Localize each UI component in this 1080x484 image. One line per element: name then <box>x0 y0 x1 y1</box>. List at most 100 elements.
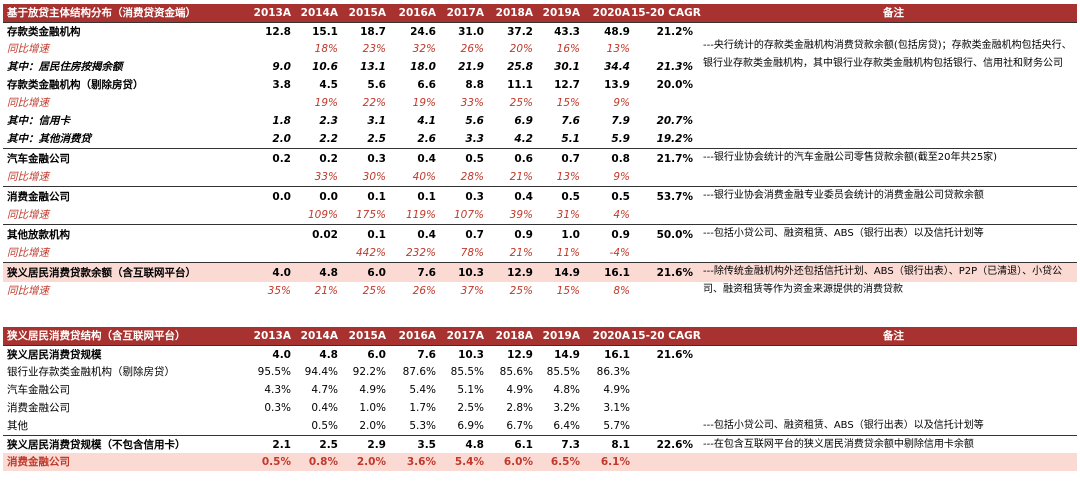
value-cell: 0.7 <box>465 229 484 241</box>
value-cell: 32% <box>412 43 436 55</box>
value-cell: 48.9 <box>604 26 630 38</box>
value-cell: 0.5 <box>465 153 484 165</box>
value-cell: 85.5% <box>450 366 484 378</box>
year-header: 2015A <box>348 7 386 19</box>
value-cell: 1.7% <box>409 402 436 414</box>
cagr-cell: 20.7% <box>656 115 693 127</box>
value-cell: 12.9 <box>507 267 533 279</box>
value-cell: 3.3 <box>465 133 484 145</box>
year-header: 2020A <box>592 7 630 19</box>
table-row: 银行业存款类金融机构（剔除房贷） 95.5% 94.4% 92.2% 87.6% 85.5… <box>3 363 1077 381</box>
table-title: 狭义居民消费贷结构（含互联网平台） <box>7 330 186 342</box>
value-cell: 5.4% <box>454 456 484 468</box>
cagr-cell: 50.0% <box>656 229 693 241</box>
year-header: 2020A <box>592 330 630 342</box>
row-label: 同比增速 <box>7 247 49 259</box>
value-cell: 21% <box>314 285 338 297</box>
value-cell: 4.8 <box>465 439 484 451</box>
value-cell: 1.8 <box>272 115 291 127</box>
table-row: 汽车金融公司 4.3% 4.7% 4.9% 5.4% 5.1% 4.9% 4.8% 4.9% <box>3 381 1077 399</box>
value-cell: 0.0 <box>319 191 338 203</box>
value-cell: 0.0 <box>272 191 291 203</box>
value-cell: 25% <box>509 285 533 297</box>
value-cell: 7.9 <box>611 115 630 127</box>
value-cell: 2.5% <box>457 402 484 414</box>
cagr-cell: 21.7% <box>656 153 693 165</box>
value-cell: 8.1 <box>611 439 630 451</box>
value-cell: 0.5 <box>561 191 580 203</box>
value-cell: 16% <box>556 43 580 55</box>
value-cell: 9.0 <box>272 61 291 73</box>
value-cell: 6.1 <box>514 439 533 451</box>
table-header: 狭义居民消费贷结构（含互联网平台） 2013A 2014A 2015A 2016… <box>3 327 1077 345</box>
value-cell: 3.6% <box>406 456 436 468</box>
value-cell: 21% <box>509 171 533 183</box>
value-cell: 92.2% <box>352 366 386 378</box>
value-cell: 2.0 <box>272 133 291 145</box>
row-label: 消费金融公司 <box>7 191 70 203</box>
value-cell: 0.8% <box>308 456 338 468</box>
cagr-cell: 53.7% <box>656 191 693 203</box>
value-cell: 20% <box>509 43 533 55</box>
value-cell: 9% <box>613 97 630 109</box>
value-cell: 31.0 <box>458 26 484 38</box>
table-row: 其中：信用卡 1.8 2.3 3.1 4.1 5.6 6.9 7.6 7.9 20.7% <box>3 112 1077 130</box>
value-cell: 4.0 <box>272 349 291 361</box>
row-label: 其中：其他消费贷 <box>7 133 91 145</box>
value-cell: 37% <box>460 285 484 297</box>
row-label: 汽车金融公司 <box>7 153 70 165</box>
value-cell: 9% <box>613 171 630 183</box>
cagr-cell: 21.6% <box>656 267 693 279</box>
value-cell: 6.5% <box>550 456 580 468</box>
value-cell: 0.3 <box>367 153 386 165</box>
cagr-cell: 19.2% <box>656 133 693 145</box>
row-label: 消费金融公司 <box>7 402 70 414</box>
value-cell: 8.8 <box>465 79 484 91</box>
value-cell: 0.4 <box>417 153 436 165</box>
value-cell: 28% <box>460 171 484 183</box>
value-cell: 0.4 <box>514 191 533 203</box>
remark-note: ---央行统计的存款类金融机构消费贷款余额(包括房贷)；存款类金融机构包括央行、… <box>703 40 1072 69</box>
value-cell: 30.1 <box>554 61 580 73</box>
value-cell: 4.9% <box>506 384 533 396</box>
value-cell: 15% <box>556 97 580 109</box>
value-cell: 5.6 <box>465 115 484 127</box>
value-cell: 6.0 <box>367 349 386 361</box>
value-cell: 5.1 <box>561 133 580 145</box>
value-cell: 2.2 <box>319 133 338 145</box>
value-cell: 7.3 <box>561 439 580 451</box>
row-label: 存款类金融机构（剔除房贷） <box>7 79 144 91</box>
table-row: 同比增速 19% 22% 19% 33% 25% 15% 9% <box>3 94 1077 112</box>
value-cell: 0.5% <box>261 456 291 468</box>
value-cell: 4% <box>613 209 630 221</box>
value-cell: 2.0% <box>356 456 386 468</box>
value-cell: 3.8 <box>272 79 291 91</box>
value-cell: 18% <box>314 43 338 55</box>
value-cell: 13% <box>606 43 630 55</box>
value-cell: 5.4% <box>409 384 436 396</box>
value-cell: 16.1 <box>604 267 630 279</box>
value-cell: 37.2 <box>507 26 533 38</box>
value-cell: 33% <box>460 97 484 109</box>
value-cell: 107% <box>453 209 484 221</box>
value-cell: 85.5% <box>546 366 580 378</box>
year-header: 2018A <box>495 7 533 19</box>
remark-note: ---除传统金融机构外还包括信托计划、ABS（银行出表）、P2P（已清退）、小贷… <box>703 266 1063 295</box>
year-header: 2013A <box>253 330 291 342</box>
value-cell: 2.9 <box>367 439 386 451</box>
cagr-cell: 22.6% <box>656 439 693 451</box>
value-cell: 25.8 <box>507 61 533 73</box>
row-label: 汽车金融公司 <box>7 384 70 396</box>
value-cell: 4.8 <box>319 349 338 361</box>
cagr-cell: 21.3% <box>656 61 693 73</box>
value-cell: 21.9 <box>458 61 484 73</box>
row-label: 狭义居民消费贷规模（不包含信用卡） <box>7 439 186 451</box>
value-cell: 4.9% <box>359 384 386 396</box>
table-row: 其他放款机构 0.02 0.1 0.4 0.7 0.9 1.0 0.9 50.0% ---包括小贷… <box>3 224 1077 244</box>
value-cell: 5.7% <box>603 420 630 432</box>
value-cell: 21% <box>509 247 533 259</box>
row-label: 同比增速 <box>7 97 49 109</box>
value-cell: 19% <box>412 97 436 109</box>
value-cell: 6.4% <box>553 420 580 432</box>
value-cell: 14.9 <box>554 267 580 279</box>
